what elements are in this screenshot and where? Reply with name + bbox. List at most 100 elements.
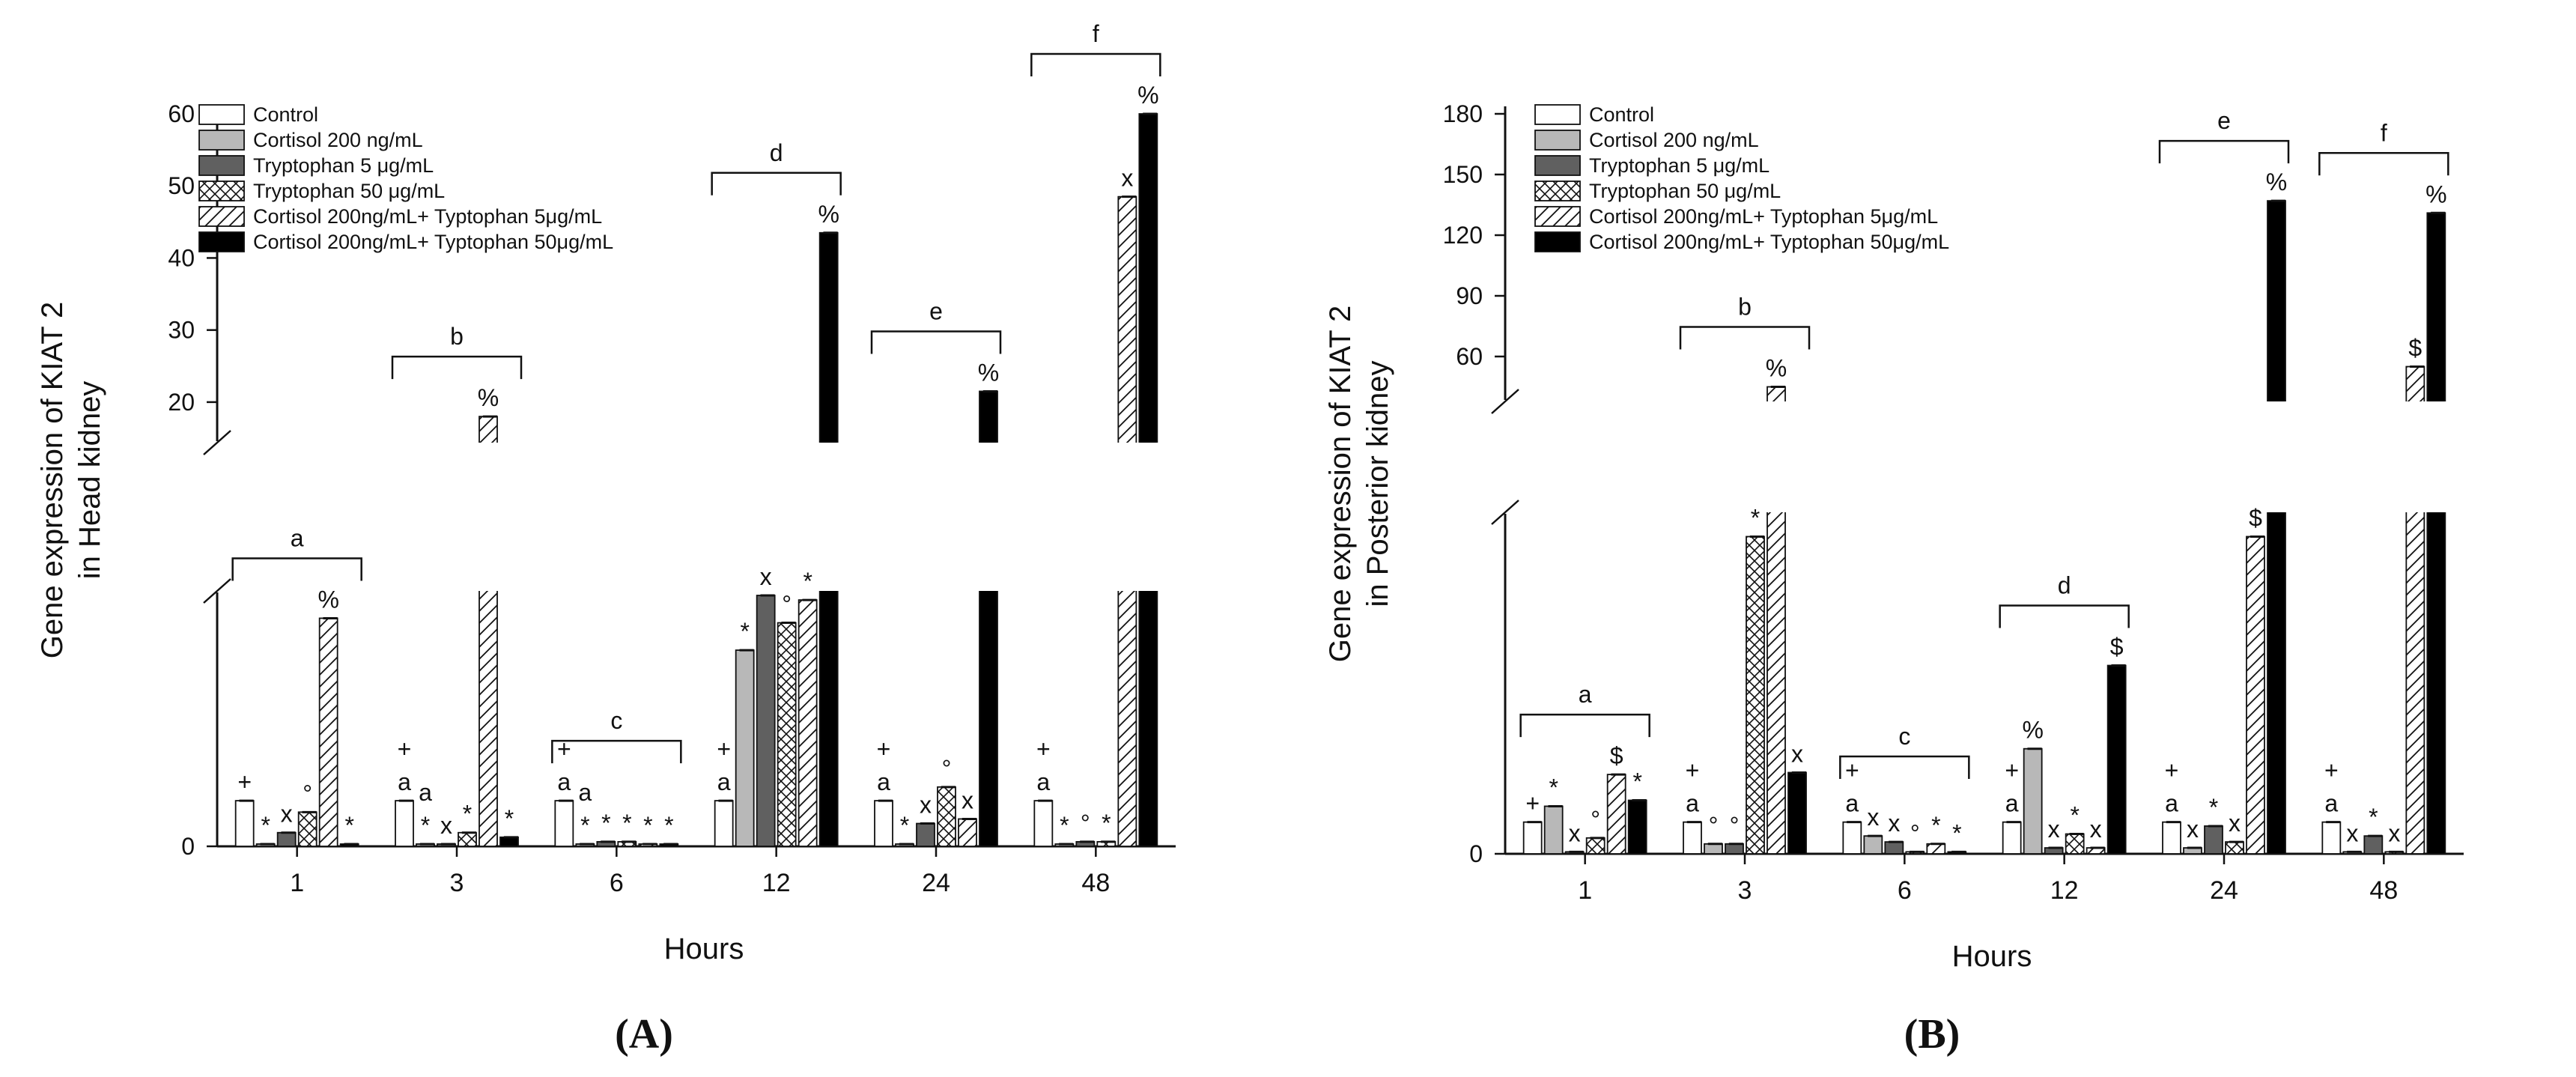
legend-label: Cortisol 200 ng/mL bbox=[253, 129, 423, 151]
group-bracket bbox=[231, 557, 362, 581]
significance-marker: * bbox=[344, 812, 353, 839]
significance-marker: * bbox=[1751, 504, 1760, 531]
significance-marker: x bbox=[1121, 165, 1133, 192]
y-tick-label: 120 bbox=[1443, 222, 1483, 249]
bar bbox=[1543, 805, 1564, 855]
bar bbox=[1585, 837, 1606, 855]
legend-label: Tryptophan 50 μg/mL bbox=[253, 180, 445, 202]
y-tick-label: 0 bbox=[181, 833, 195, 860]
legend-swatch bbox=[1534, 155, 1581, 176]
bar bbox=[798, 599, 818, 847]
legend-label: Cortisol 200ng/mL+ Typtophan 50μg/mL bbox=[1589, 231, 1949, 253]
bar bbox=[1033, 800, 1054, 847]
significance-marker: x bbox=[440, 812, 452, 839]
bar-break-gap bbox=[478, 443, 499, 591]
x-tick-label: 3 bbox=[1738, 876, 1752, 905]
legend-swatch bbox=[198, 130, 245, 151]
significance-marker: + bbox=[1845, 757, 1859, 784]
significance-marker: a bbox=[2165, 790, 2178, 817]
y-axis-label-line1: Gene expression of KIAT 2 bbox=[1324, 306, 1357, 663]
bar-break-gap bbox=[1137, 443, 1159, 591]
bar bbox=[2162, 821, 2181, 855]
significance-marker: * bbox=[1952, 819, 1961, 846]
bar-break-gap bbox=[818, 443, 839, 591]
axis-break-mark bbox=[203, 578, 231, 604]
bar bbox=[2204, 825, 2223, 855]
y-tick-label: 150 bbox=[1443, 161, 1483, 188]
significance-marker: x bbox=[2187, 816, 2199, 843]
group-bracket bbox=[711, 172, 842, 195]
legend-label: Tryptophan 5 μg/mL bbox=[253, 154, 434, 177]
bar-break-gap bbox=[978, 443, 999, 591]
legend-swatch bbox=[198, 206, 245, 227]
bar bbox=[2246, 536, 2265, 855]
legend-swatch bbox=[1534, 104, 1581, 125]
bar bbox=[937, 786, 956, 847]
bar bbox=[1725, 843, 1744, 855]
group-bracket bbox=[870, 330, 1002, 354]
y-axis-label: Gene expression of KIAT 2 in Head kidney bbox=[36, 302, 106, 659]
legend-swatch bbox=[198, 155, 245, 176]
significance-marker: + bbox=[1686, 757, 1700, 784]
y-tick-label: 40 bbox=[168, 244, 195, 271]
bar-break-gap bbox=[1117, 443, 1138, 591]
significance-marker: x bbox=[920, 792, 932, 819]
axis-break-mark bbox=[1491, 500, 1519, 525]
significance-marker: ° bbox=[1910, 819, 1920, 846]
significance-marker: * bbox=[664, 812, 673, 839]
significance-marker: x bbox=[1791, 740, 1803, 767]
significance-marker: * bbox=[580, 812, 589, 839]
significance-marker: + bbox=[2005, 757, 2019, 784]
significance-marker: ° bbox=[1709, 812, 1719, 839]
legend-label: Control bbox=[253, 103, 318, 126]
significance-marker: * bbox=[2209, 794, 2218, 821]
legend-label: Control bbox=[1589, 103, 1654, 126]
panel-label-b: (B) bbox=[1904, 1011, 1960, 1058]
significance-marker: $ bbox=[2408, 335, 2422, 362]
bar bbox=[318, 617, 338, 847]
x-tick-label: 6 bbox=[610, 869, 624, 897]
bar bbox=[1627, 799, 1647, 855]
legend-swatch bbox=[1534, 130, 1581, 151]
significance-marker: x bbox=[2388, 819, 2400, 846]
legend-swatch bbox=[198, 180, 245, 201]
bar bbox=[2106, 664, 2127, 855]
bar bbox=[499, 836, 519, 847]
significance-marker: x bbox=[2346, 819, 2358, 846]
significance-marker: + bbox=[877, 735, 891, 762]
y-tick-label: 20 bbox=[168, 389, 195, 416]
significance-marker: x bbox=[1569, 819, 1581, 846]
y-tick-label: 60 bbox=[1456, 343, 1483, 370]
significance-marker: + bbox=[237, 768, 252, 795]
legend-swatch bbox=[1534, 206, 1581, 227]
group-bracket-label: c bbox=[610, 707, 622, 734]
bar-break-gap bbox=[1766, 401, 1787, 512]
significance-marker: ° bbox=[782, 591, 792, 618]
significance-marker: * bbox=[1931, 812, 1940, 839]
significance-marker: * bbox=[1102, 810, 1111, 837]
chart-head-kidney: 0 20 30 40 50 60 Gene expression of KIAT 2 in H… bbox=[36, 20, 1176, 965]
bar bbox=[1884, 841, 1904, 855]
bar bbox=[2065, 833, 2085, 855]
bar-break-gap bbox=[2405, 401, 2426, 512]
significance-marker: % bbox=[478, 384, 499, 411]
significance-marker: $ bbox=[1610, 742, 1623, 769]
group-bracket bbox=[551, 739, 682, 764]
y-tick-label: 50 bbox=[168, 172, 195, 199]
x-tick-label: 48 bbox=[2369, 876, 2398, 905]
group-bracket-label: a bbox=[1579, 681, 1592, 708]
significance-marker: * bbox=[2070, 802, 2079, 829]
significance-marker: a bbox=[2005, 790, 2019, 817]
bar bbox=[735, 649, 755, 847]
bar bbox=[276, 831, 297, 847]
bar bbox=[458, 831, 477, 847]
bar bbox=[395, 800, 414, 847]
bar bbox=[2023, 747, 2043, 855]
significance-marker: + bbox=[1036, 735, 1051, 762]
significance-marker: + bbox=[2324, 757, 2339, 784]
bar bbox=[1863, 835, 1883, 855]
x-axis-label: Hours bbox=[1952, 940, 2032, 973]
group-bracket bbox=[1999, 604, 2130, 628]
significance-marker: * bbox=[740, 618, 749, 645]
figure-panel-a: 0 20 30 40 50 60 Gene expression of KIAT 2 in H… bbox=[0, 0, 1288, 1073]
